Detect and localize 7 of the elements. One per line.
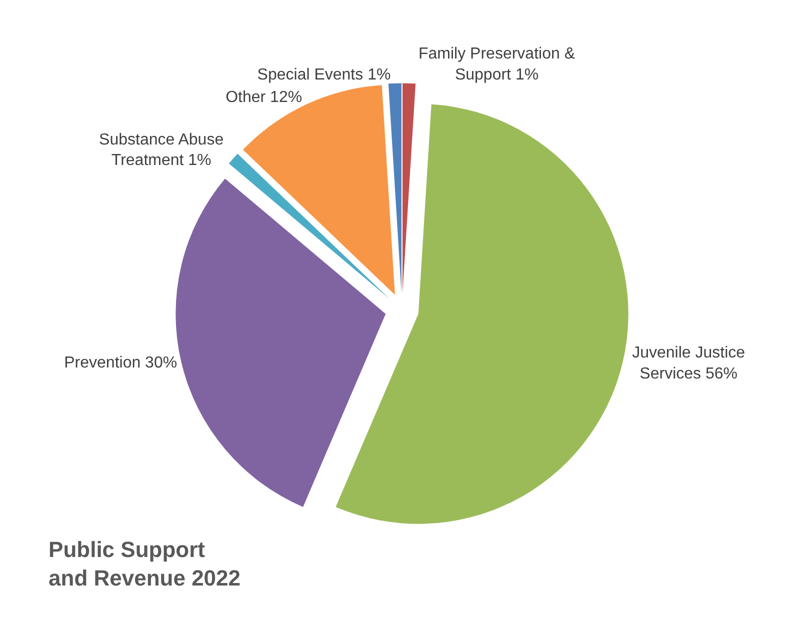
slice-label: Family Preservation & Support 1%	[418, 46, 576, 84]
slice-label: Substance Abuse Treatment 1%	[99, 131, 224, 170]
slice-label: Juvenile Justice Services 56%	[632, 344, 746, 382]
slice-label: Other 12%	[226, 88, 302, 106]
text: Public Support and Revenue 2022	[48, 536, 241, 590]
slice-label: Special Events 1%	[257, 66, 391, 84]
slice-label: Prevention 30%	[64, 354, 178, 372]
